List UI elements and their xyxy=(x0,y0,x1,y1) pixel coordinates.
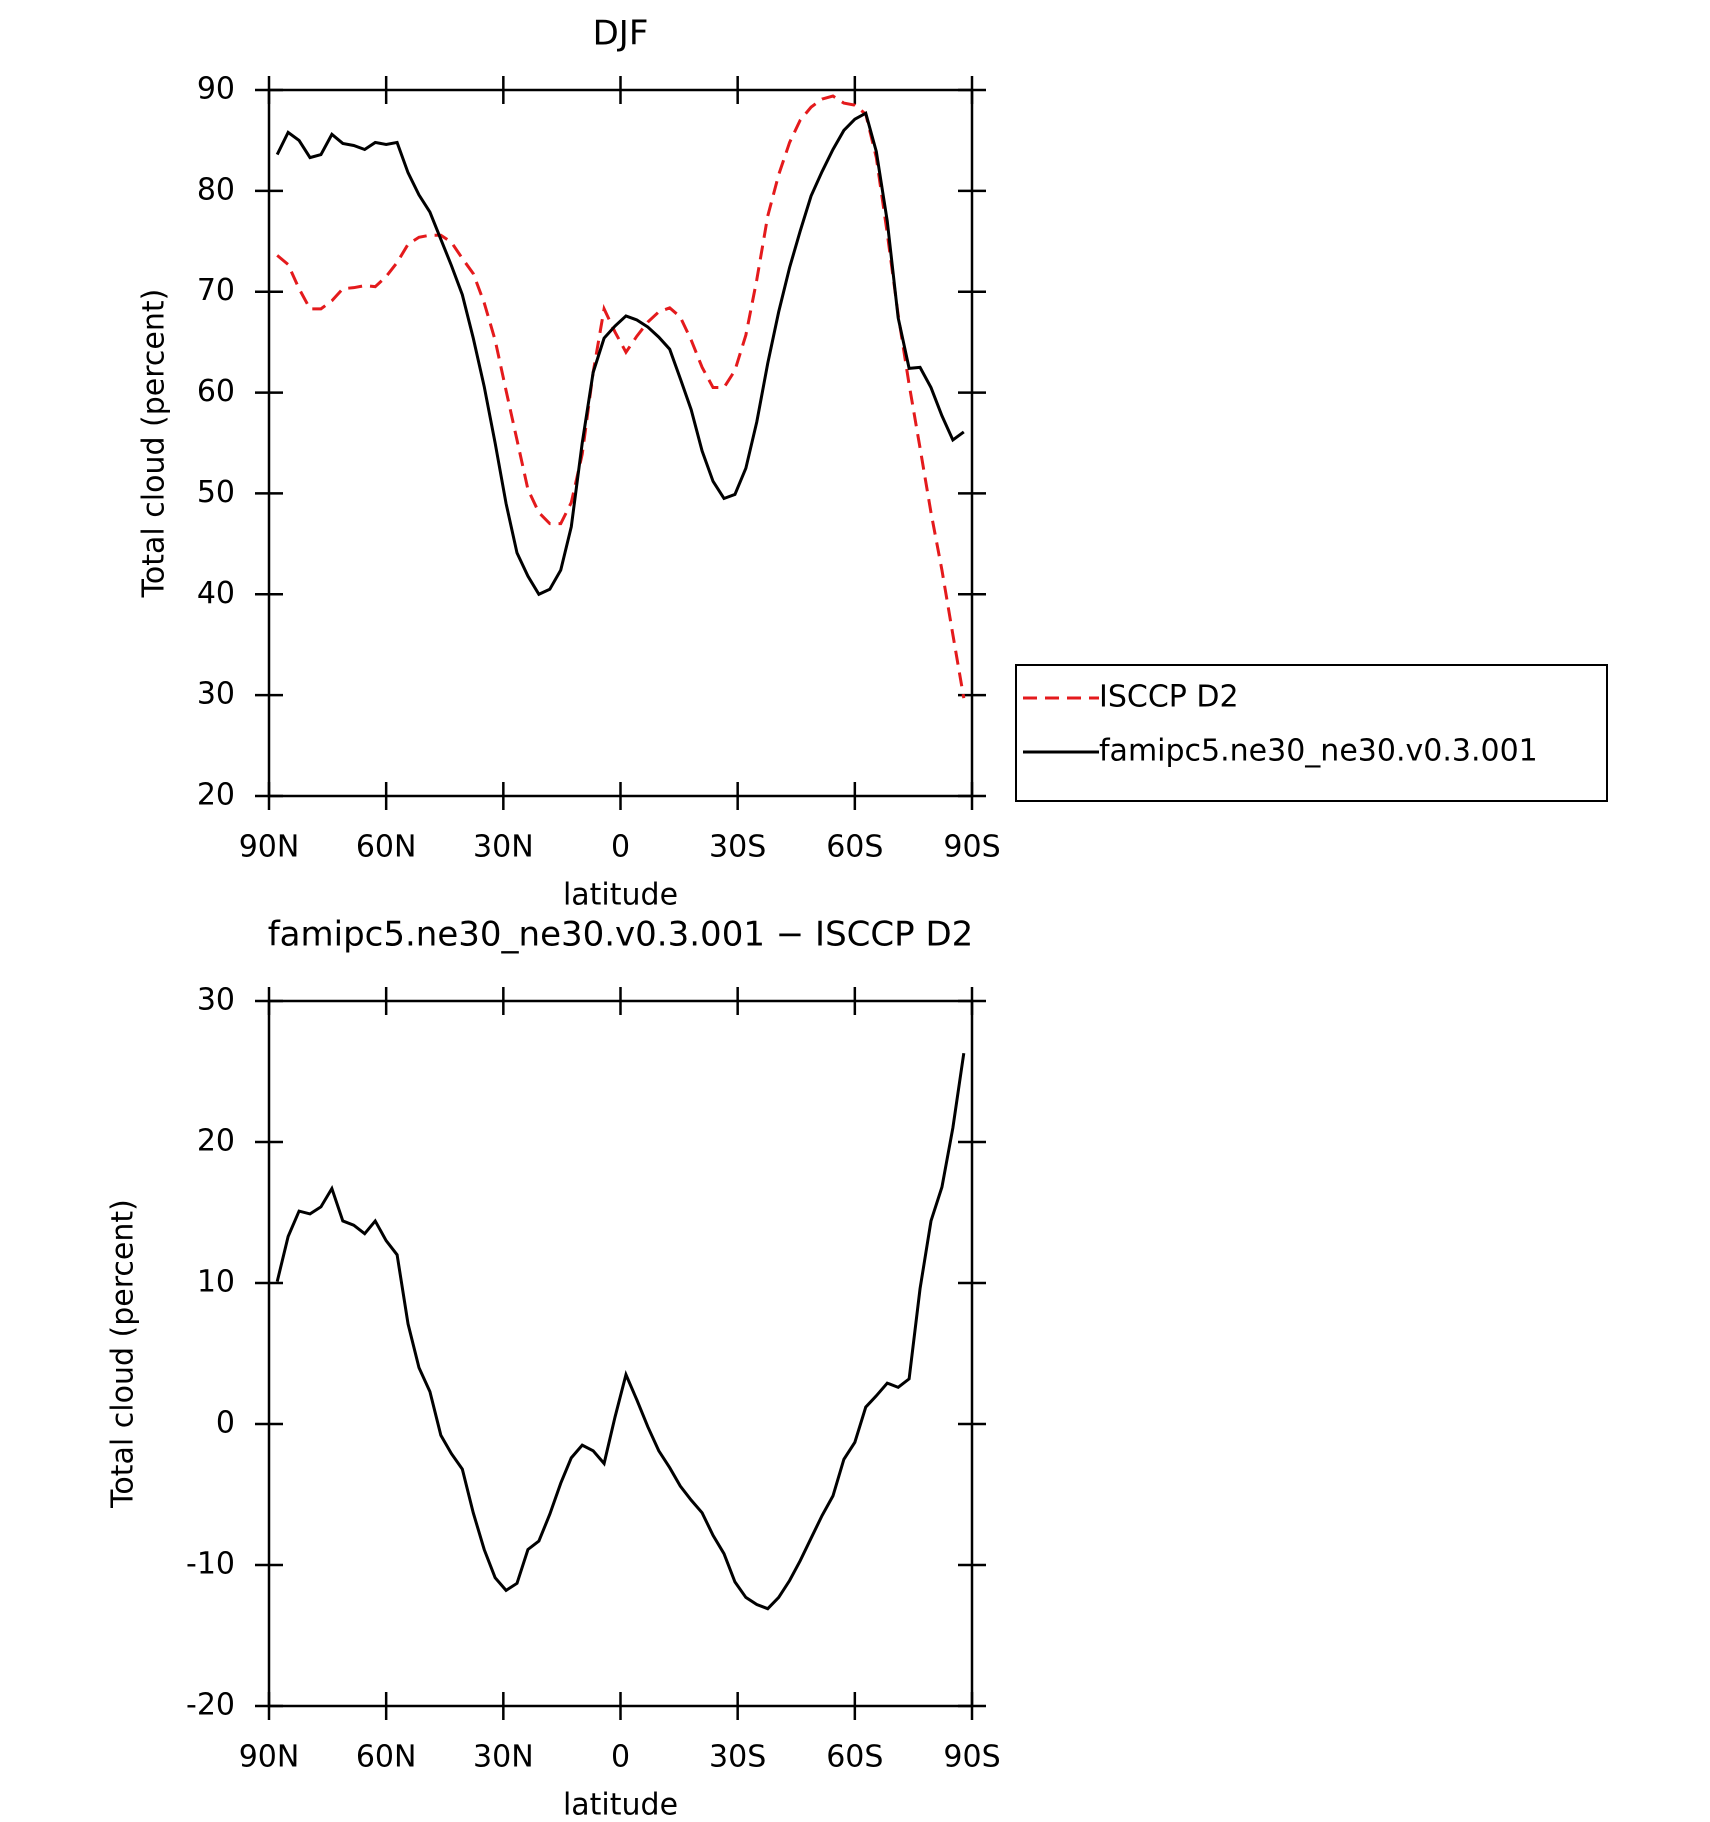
y-tick-label: 20 xyxy=(197,1124,235,1159)
x-tick-label: 30N xyxy=(473,1740,534,1775)
y-tick-label: 70 xyxy=(197,273,235,308)
x-tick-label: 90N xyxy=(239,1740,300,1775)
y-tick-label: -20 xyxy=(186,1688,235,1723)
data-line xyxy=(276,94,966,699)
legend-box xyxy=(1015,664,1608,802)
x-tick-label: 90N xyxy=(239,830,300,865)
x-tick-label: 90S xyxy=(943,1740,1000,1775)
data-line xyxy=(275,1052,966,1611)
x-tick-label: 60S xyxy=(826,830,883,865)
x-tick-label: 60N xyxy=(356,1740,417,1775)
chart-title: DJF xyxy=(593,14,649,54)
plot-frame xyxy=(267,999,974,1708)
y-tick-label: 90 xyxy=(197,72,235,107)
x-tick-label: 0 xyxy=(611,1740,630,1775)
x-tick-label: 60N xyxy=(356,830,417,865)
x-axis-label: latitude xyxy=(563,878,678,913)
legend: ISCCP D2 famipc5.ne30_ne30.v0.3.001 xyxy=(1015,664,1608,802)
x-tick-label: 0 xyxy=(611,830,630,865)
x-tick-label: 90S xyxy=(943,830,1000,865)
data-line xyxy=(275,110,965,597)
x-tick-label: 30S xyxy=(709,830,766,865)
y-axis-label: Total cloud (percent) xyxy=(137,289,172,599)
y-axis-label: Total cloud (percent) xyxy=(106,1199,141,1509)
plot-frame xyxy=(267,88,974,798)
x-tick-label: 60S xyxy=(826,1740,883,1775)
legend-label: ISCCP D2 xyxy=(1099,680,1239,715)
y-tick-label: 0 xyxy=(216,1406,235,1441)
y-tick-label: 60 xyxy=(197,374,235,409)
x-tick-label: 30S xyxy=(709,1740,766,1775)
y-tick-label: 20 xyxy=(197,778,235,813)
y-tick-label: 40 xyxy=(197,576,235,611)
y-tick-label: 30 xyxy=(197,983,235,1018)
x-axis-label: latitude xyxy=(563,1788,678,1822)
y-tick-label: 30 xyxy=(197,677,235,712)
y-tick-label: -10 xyxy=(186,1547,235,1582)
x-tick-label: 30N xyxy=(473,830,534,865)
y-tick-label: 50 xyxy=(197,475,235,510)
y-tick-label: 10 xyxy=(197,1265,235,1300)
y-tick-label: 80 xyxy=(197,172,235,207)
legend-label: famipc5.ne30_ne30.v0.3.001 xyxy=(1099,734,1538,769)
chart-title: famipc5.ne30_ne30.v0.3.001 − ISCCP D2 xyxy=(268,915,974,955)
